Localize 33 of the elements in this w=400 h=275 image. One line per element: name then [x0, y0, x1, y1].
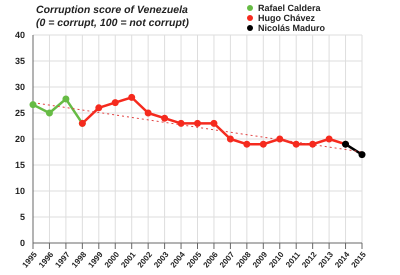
- y-tick-label: 35: [14, 56, 25, 66]
- point: [292, 140, 300, 148]
- point: [226, 136, 234, 142]
- y-tick-label: 15: [14, 160, 25, 170]
- point: [260, 140, 267, 148]
- point: [326, 136, 333, 142]
- point: [210, 120, 218, 127]
- point: [309, 140, 316, 148]
- legend-label: Nicolás Maduro: [258, 23, 325, 33]
- y-tick-label: 30: [14, 82, 25, 92]
- chart-subtitle: (0 = corrupt, 100 = not corrupt): [36, 17, 189, 30]
- y-tick-label: 40: [14, 30, 25, 40]
- chart-title: Corruption score of Venezuela: [36, 4, 189, 17]
- point: [358, 151, 366, 158]
- y-tick-label: 10: [14, 186, 25, 196]
- point: [128, 94, 136, 101]
- y-tick-label: 5: [20, 212, 25, 222]
- legend-label: Rafael Caldera: [258, 3, 321, 13]
- point: [95, 104, 102, 112]
- point: [112, 99, 119, 106]
- point: [30, 101, 36, 108]
- point: [276, 136, 284, 142]
- point: [178, 120, 185, 127]
- point: [194, 120, 201, 127]
- y-tick-label: 0: [20, 238, 25, 248]
- point: [144, 110, 152, 116]
- y-tick-label: 20: [14, 134, 25, 144]
- legend-label: Hugo Chávez: [258, 13, 315, 23]
- point: [62, 95, 70, 102]
- point: [243, 140, 250, 148]
- y-tick-label: 25: [14, 108, 25, 118]
- point: [161, 114, 168, 122]
- point: [46, 110, 53, 116]
